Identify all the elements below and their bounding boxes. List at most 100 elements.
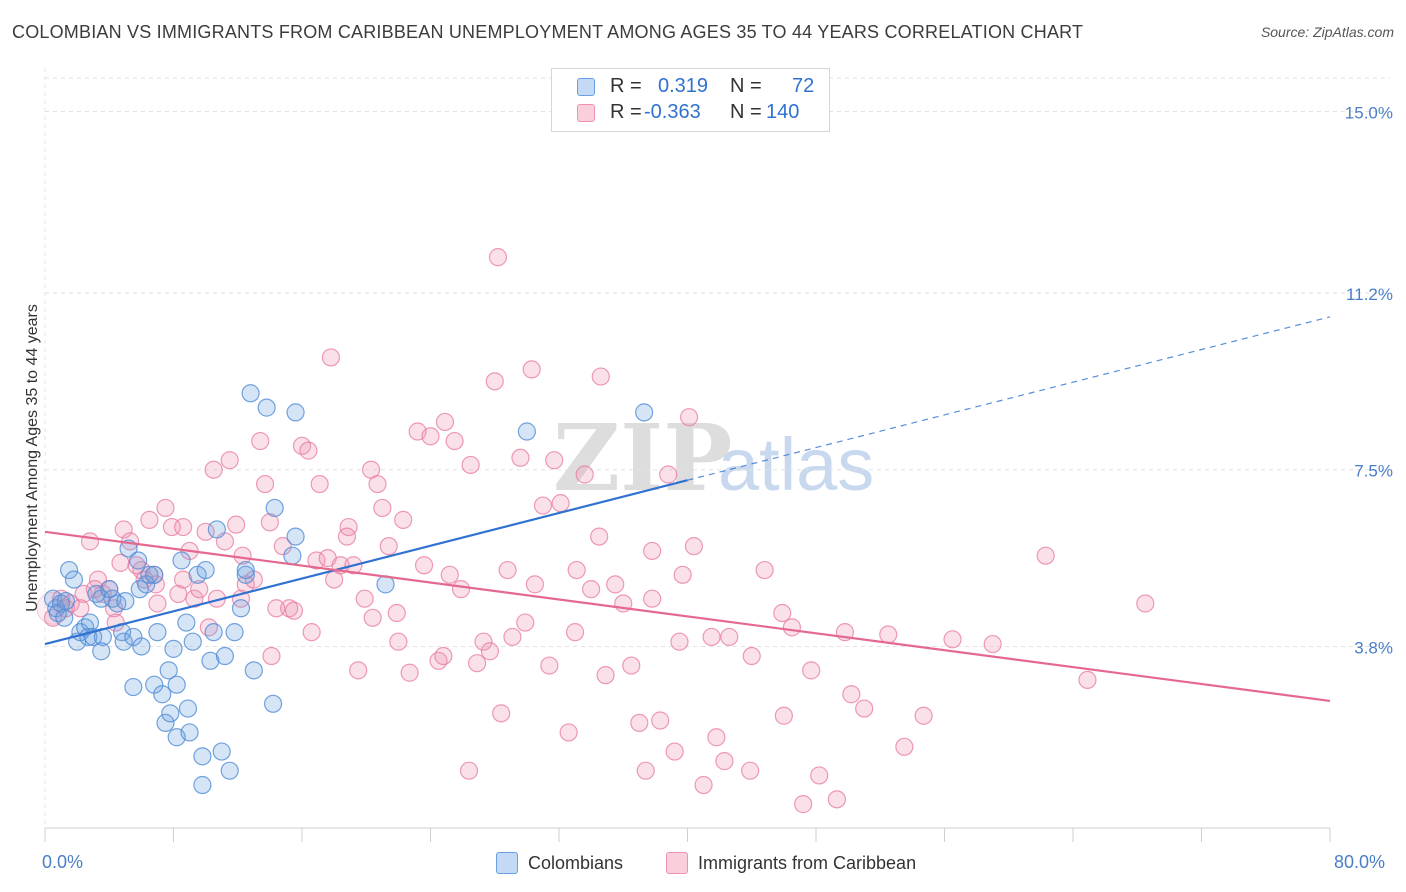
data-point-caribbean bbox=[74, 584, 93, 604]
data-point-caribbean bbox=[389, 632, 408, 651]
data-point-caribbean bbox=[260, 513, 279, 532]
data-point-caribbean bbox=[480, 642, 500, 661]
legend-n-label: N = bbox=[730, 101, 762, 123]
bottom-legend-caribbean: Immigrants from Caribbean bbox=[666, 852, 916, 874]
data-point-caribbean bbox=[267, 599, 286, 618]
bottom-legend-swatch-blue bbox=[496, 852, 518, 874]
data-point-colombian bbox=[114, 632, 133, 651]
data-point-caribbean bbox=[204, 460, 223, 479]
legend-n-value: 140 bbox=[766, 101, 800, 123]
data-point-caribbean bbox=[394, 510, 413, 529]
data-point-caribbean bbox=[148, 594, 167, 613]
legend-r-label: R = bbox=[610, 75, 642, 97]
data-point-caribbean bbox=[284, 601, 304, 620]
data-point-colombian bbox=[56, 591, 75, 611]
data-point-colombian bbox=[145, 565, 164, 584]
legend-swatch-pink bbox=[577, 104, 595, 122]
data-point-caribbean bbox=[895, 737, 914, 756]
data-point-colombian bbox=[159, 661, 178, 680]
legend-r-label: R = bbox=[610, 101, 642, 123]
data-point-colombian bbox=[215, 646, 234, 666]
data-point-caribbean bbox=[567, 560, 586, 580]
data-point-caribbean bbox=[773, 603, 792, 623]
data-point-caribbean bbox=[461, 455, 480, 475]
data-point-colombian bbox=[140, 565, 159, 584]
data-point-caribbean bbox=[715, 752, 734, 771]
data-point-caribbean bbox=[794, 795, 813, 814]
bottom-legend-swatch-pink bbox=[666, 852, 688, 874]
data-point-caribbean bbox=[421, 427, 440, 446]
data-point-caribbean bbox=[467, 654, 487, 673]
data-point-caribbean bbox=[451, 580, 471, 599]
data-point-caribbean bbox=[435, 412, 455, 432]
data-point-colombian bbox=[55, 608, 74, 627]
data-point-caribbean bbox=[503, 627, 522, 647]
data-point-caribbean bbox=[511, 448, 530, 467]
data-point-colombian bbox=[257, 398, 276, 417]
data-point-colombian bbox=[207, 520, 226, 539]
source-label: Source: ZipAtlas.com bbox=[1260, 24, 1394, 40]
legend-r-value: -0.363 bbox=[644, 101, 701, 123]
data-point-colombian bbox=[156, 713, 175, 733]
data-point-colombian bbox=[283, 546, 302, 565]
data-point-caribbean bbox=[559, 723, 578, 742]
data-point-colombian bbox=[178, 699, 198, 718]
data-point-caribbean bbox=[591, 367, 610, 386]
data-point-caribbean bbox=[1078, 670, 1097, 690]
data-point-colombian bbox=[132, 637, 151, 656]
data-point-colombian bbox=[180, 723, 199, 742]
data-point-colombian bbox=[196, 560, 215, 580]
data-point-caribbean bbox=[355, 589, 374, 608]
data-point-colombian bbox=[212, 742, 231, 761]
data-point-colombian bbox=[51, 594, 71, 613]
data-point-caribbean bbox=[643, 541, 662, 561]
data-point-caribbean bbox=[702, 627, 721, 647]
stats-legend: R = 0.319 N = 72 R = -0.363 N = 140 bbox=[551, 68, 830, 132]
data-point-colombian bbox=[183, 632, 202, 651]
y-tick-label: 11.2% bbox=[1346, 285, 1393, 304]
data-point-colombian bbox=[241, 384, 260, 403]
data-point-colombian bbox=[263, 694, 283, 713]
data-point-colombian bbox=[225, 623, 244, 642]
data-point-caribbean bbox=[498, 560, 517, 580]
data-point-colombian bbox=[161, 704, 180, 723]
data-point-caribbean bbox=[622, 656, 641, 675]
data-point-colombian bbox=[231, 599, 251, 618]
watermark-atlas: atlas bbox=[718, 423, 874, 506]
data-point-caribbean bbox=[842, 685, 861, 704]
data-point-caribbean bbox=[551, 494, 570, 513]
data-point-colombian bbox=[172, 551, 191, 570]
bottom-legend-colombians: Colombians bbox=[496, 852, 623, 874]
data-point-caribbean bbox=[827, 790, 846, 809]
data-point-colombian bbox=[286, 527, 305, 546]
data-point-caribbean bbox=[636, 761, 655, 780]
data-point-caribbean bbox=[196, 522, 215, 541]
data-point-caribbean bbox=[525, 575, 545, 594]
data-point-caribbean bbox=[488, 248, 508, 267]
data-point-colombian bbox=[517, 422, 536, 441]
data-point-caribbean bbox=[522, 360, 541, 379]
data-point-caribbean bbox=[368, 474, 387, 494]
x-tick-label-min: 0.0% bbox=[42, 852, 84, 872]
data-point-colombian bbox=[80, 613, 100, 632]
data-point-colombian bbox=[59, 560, 79, 580]
data-point-caribbean bbox=[363, 608, 382, 627]
data-point-caribbean bbox=[659, 465, 678, 484]
y-axis-title: Unemployment Among Ages 35 to 44 years bbox=[24, 304, 41, 612]
data-point-caribbean bbox=[227, 515, 246, 534]
data-point-caribbean bbox=[299, 441, 318, 460]
data-point-caribbean bbox=[185, 589, 204, 608]
bottom-legend-label-caribbean: Immigrants from Caribbean bbox=[698, 853, 917, 873]
data-point-caribbean bbox=[914, 706, 933, 725]
data-point-colombian bbox=[201, 651, 220, 670]
data-point-caribbean bbox=[379, 537, 398, 556]
data-point-caribbean bbox=[741, 761, 760, 780]
data-point-colombian bbox=[164, 639, 183, 658]
y-tick-label: 3.8% bbox=[1354, 638, 1393, 657]
data-point-caribbean bbox=[492, 704, 511, 723]
data-point-caribbean bbox=[516, 613, 535, 632]
data-point-caribbean bbox=[684, 537, 704, 556]
data-point-colombian bbox=[129, 551, 148, 570]
legend-n-value: 72 bbox=[792, 75, 815, 97]
chart-title: COLOMBIAN VS IMMIGRANTS FROM CARIBBEAN U… bbox=[12, 22, 1084, 42]
